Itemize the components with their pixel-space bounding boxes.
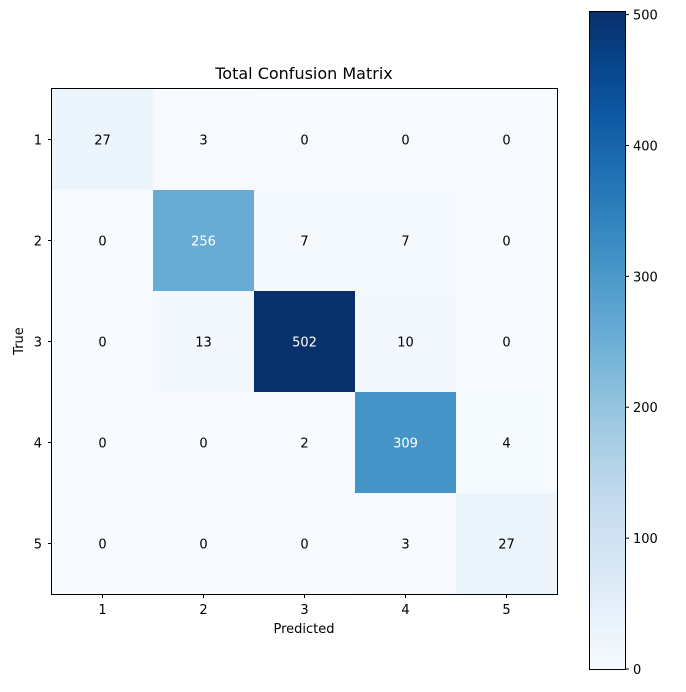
y-tick-label: 3 [34, 336, 42, 351]
heatmap-cell-labels: 27 3 0 0 0 0 256 7 7 0 0 13 502 10 0 0 0 2 309 4 0 0 0 3 27 [94, 134, 515, 553]
cell-value-label: 27 [94, 134, 111, 149]
heatmap-cells [52, 89, 558, 595]
cell-value-label: 7 [300, 235, 308, 250]
colorbar-ticks: 0 100 200 300 400 500 [625, 9, 658, 678]
heatmap-cell [52, 291, 154, 393]
heatmap-cell [254, 392, 356, 494]
cell-value-label: 13 [195, 336, 212, 351]
cell-value-label: 0 [199, 437, 207, 452]
y-tick-label: 5 [34, 538, 42, 553]
heatmap-cell [52, 493, 154, 595]
heatmap-cell [52, 89, 154, 191]
colorbar-tick-label: 0 [633, 663, 641, 678]
x-tick-label: 3 [300, 603, 308, 618]
x-tick-label: 2 [199, 603, 207, 618]
heatmap-cell [355, 89, 457, 191]
cell-value-label: 0 [98, 336, 106, 351]
cell-value-label: 0 [300, 538, 308, 553]
y-tick-label: 4 [34, 437, 42, 452]
x-tick-label: 1 [98, 603, 106, 618]
cell-value-label: 0 [199, 538, 207, 553]
chart-title: Total Confusion Matrix [214, 64, 393, 83]
heatmap-cell [355, 291, 457, 393]
heatmap-cell [254, 190, 356, 292]
y-axis-ticks: 1 2 3 4 5 [34, 134, 52, 553]
x-axis-label: Predicted [273, 622, 334, 637]
cell-value-label: 256 [191, 235, 216, 250]
heatmap-cell [456, 291, 558, 393]
cell-value-label: 0 [502, 235, 510, 250]
cell-value-label: 0 [502, 134, 510, 149]
heatmap-cell [153, 493, 255, 595]
cell-value-label: 0 [98, 538, 106, 553]
cell-value-label: 3 [199, 134, 207, 149]
y-tick-label: 2 [34, 235, 42, 250]
colorbar-tick-label: 300 [633, 270, 658, 285]
cell-value-label: 7 [401, 235, 409, 250]
x-tick-label: 5 [502, 603, 510, 618]
heatmap-cell [153, 89, 255, 191]
colorbar-tick-label: 200 [633, 401, 658, 416]
colorbar-tick-label: 400 [633, 139, 658, 154]
cell-value-label: 502 [292, 336, 317, 351]
cell-value-label: 0 [401, 134, 409, 149]
x-tick-label: 4 [401, 603, 409, 618]
heatmap-cell [355, 190, 457, 292]
heatmap-cell [456, 89, 558, 191]
cell-value-label: 10 [397, 336, 414, 351]
heatmap-cell [153, 392, 255, 494]
cell-value-label: 0 [300, 134, 308, 149]
x-axis-ticks: 1 2 3 4 5 [98, 594, 511, 618]
cell-value-label: 2 [300, 437, 308, 452]
cell-value-label: 0 [98, 235, 106, 250]
heatmap-cell [254, 89, 356, 191]
cell-value-label: 3 [401, 538, 409, 553]
heatmap-cell [254, 291, 356, 393]
cell-value-label: 4 [502, 437, 510, 452]
heatmap-cell [254, 493, 356, 595]
y-axis-label: True [12, 327, 27, 356]
heatmap-cell [153, 190, 255, 292]
heatmap-cell [456, 392, 558, 494]
heatmap-cell [456, 190, 558, 292]
cell-value-label: 0 [98, 437, 106, 452]
colorbar-tick-label: 100 [633, 532, 658, 547]
heatmap-cell [456, 493, 558, 595]
heatmap-cell [355, 493, 457, 595]
heatmap-cell [52, 392, 154, 494]
cell-value-label: 309 [393, 437, 418, 452]
colorbar-tick-label: 500 [633, 9, 658, 24]
colorbar [589, 11, 626, 670]
cell-value-label: 27 [498, 538, 515, 553]
y-tick-label: 1 [34, 134, 42, 149]
heatmap-cell [52, 190, 154, 292]
heatmap-cell [355, 392, 457, 494]
heatmap-cell [153, 291, 255, 393]
cell-value-label: 0 [502, 336, 510, 351]
